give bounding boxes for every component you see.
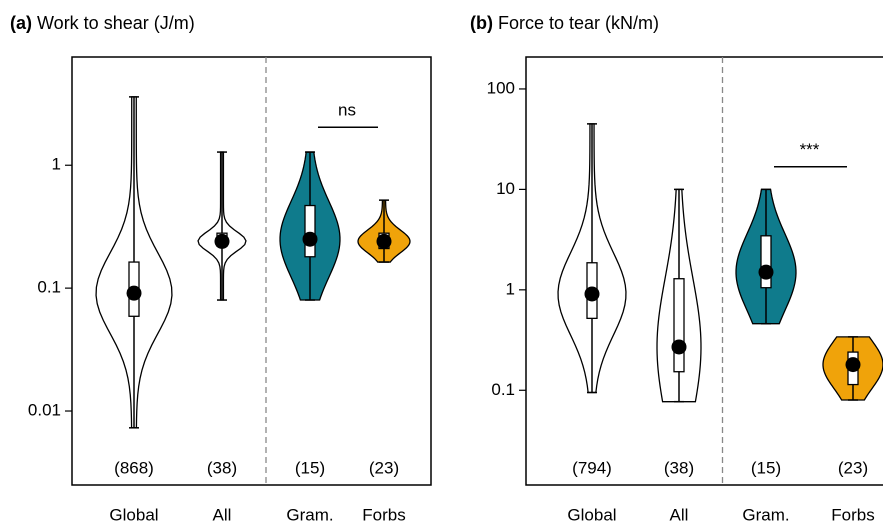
y-tick-label: 10 — [496, 179, 515, 198]
median-dot — [376, 233, 392, 249]
comparison-label: *** — [800, 140, 820, 159]
x-tick-label: Forbs — [831, 505, 874, 524]
count-label: (38) — [207, 458, 237, 477]
panel-label: (b) — [470, 13, 493, 33]
median-dot — [758, 264, 774, 280]
median-dot — [126, 285, 142, 301]
x-tick-label: All — [213, 505, 232, 524]
y-tick-label: 0.1 — [37, 278, 61, 297]
y-tick-label: 0.1 — [491, 380, 515, 399]
median-dot — [845, 357, 861, 373]
y-tick-label: 1 — [506, 279, 515, 298]
count-label: (23) — [838, 458, 868, 477]
title-text: Force to tear (kN/m) — [498, 13, 659, 33]
count-label: (15) — [751, 458, 781, 477]
x-tick-label: Global — [567, 505, 616, 524]
y-tick-label: 100 — [487, 78, 515, 97]
count-label: (15) — [295, 458, 325, 477]
median-dot — [671, 339, 687, 355]
median-dot — [584, 286, 600, 302]
x-tick-label: Gram. — [286, 505, 333, 524]
count-label: (868) — [114, 458, 154, 477]
x-tick-label: Forbs — [362, 505, 405, 524]
count-label: (38) — [664, 458, 694, 477]
count-label: (23) — [369, 458, 399, 477]
panel-title: (b) Force to tear (kN/m) — [470, 13, 659, 33]
panel-label: (a) — [10, 13, 32, 33]
panel-title: (a) Work to shear (J/m) — [10, 13, 195, 33]
comparison-label: ns — [338, 101, 356, 120]
median-dot — [302, 231, 318, 247]
plot-frame — [71, 56, 432, 486]
plot-frame — [525, 56, 883, 486]
box — [304, 204, 316, 258]
title-text: Work to shear (J/m) — [37, 13, 195, 33]
y-tick-label: 1 — [52, 155, 61, 174]
x-tick-label: Gram. — [742, 505, 789, 524]
count-label: (794) — [572, 458, 612, 477]
median-dot — [214, 233, 230, 249]
x-tick-label: All — [670, 505, 689, 524]
box — [673, 278, 685, 373]
x-tick-label: Global — [109, 505, 158, 524]
y-tick-label: 0.01 — [28, 400, 61, 419]
box — [760, 235, 772, 289]
